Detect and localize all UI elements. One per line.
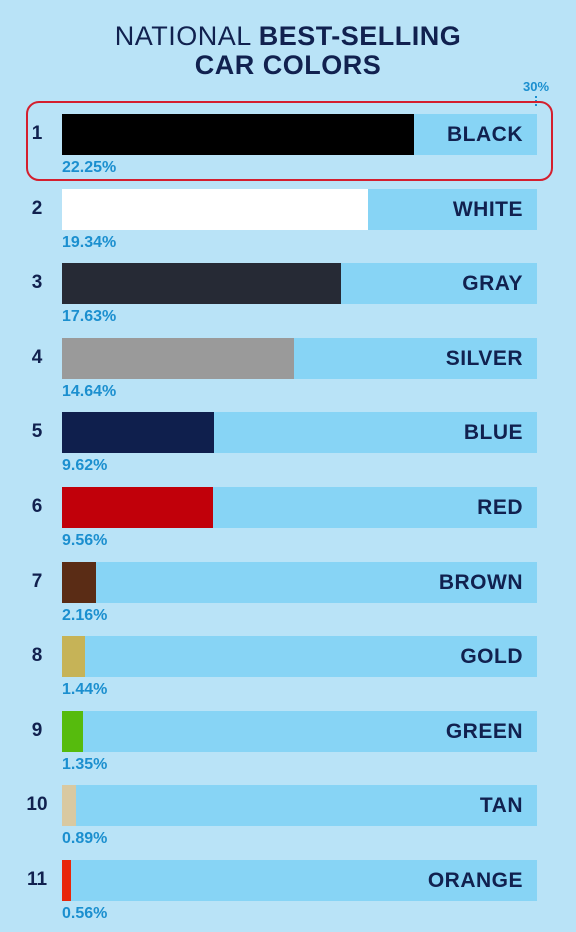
percent-label: 0.56%	[62, 905, 108, 922]
rank-number: 2	[31, 198, 43, 219]
rank-number: 1	[31, 123, 43, 144]
color-name-label: BLACK	[447, 123, 523, 146]
bar-row: 8 GOLD 1.44%	[0, 636, 576, 708]
axis-max-label: 30%	[522, 79, 550, 94]
bar-row: 5 BLUE 9.62%	[0, 412, 576, 484]
percent-label: 17.63%	[62, 308, 117, 325]
bar-row: 4 SILVER 14.64%	[0, 338, 576, 410]
bar-fill	[62, 338, 294, 379]
color-name-label: GRAY	[462, 272, 523, 295]
bar-fill	[62, 636, 85, 677]
rank-number: 3	[31, 272, 43, 293]
rank-number: 10	[26, 794, 48, 815]
bar-fill	[62, 114, 415, 155]
color-name-label: GOLD	[460, 645, 523, 668]
title-light-text: NATIONAL	[114, 21, 251, 51]
rank-number: 5	[31, 421, 43, 442]
bar-row: 1 BLACK 22.25%	[0, 114, 576, 186]
bar-fill	[62, 785, 77, 826]
title-bold-text: BEST-SELLING	[258, 21, 462, 51]
bar-row: 6 RED 9.56%	[0, 487, 576, 559]
bar-track: SILVER	[62, 338, 537, 379]
bar-row: 7 BROWN 2.16%	[0, 562, 576, 634]
rank-number: 7	[31, 571, 43, 592]
bar-track: BLUE	[62, 412, 537, 453]
color-name-label: WHITE	[452, 198, 523, 221]
bar-fill	[62, 487, 214, 528]
percent-label: 2.16%	[62, 607, 108, 624]
color-name-label: GREEN	[445, 720, 523, 743]
bar-track: ORANGE	[62, 860, 537, 901]
title-line-2: CAR COLORS	[194, 50, 382, 80]
percent-label: 0.89%	[62, 830, 108, 847]
bar-track: TAN	[62, 785, 537, 826]
highlight-frame	[26, 101, 553, 181]
bar-track: GRAY	[62, 263, 537, 304]
percent-label: 1.35%	[62, 756, 108, 773]
bar-track: BLACK	[62, 114, 537, 155]
bar-fill	[62, 860, 71, 901]
percent-label: 22.25%	[62, 159, 117, 176]
bar-row: 2 WHITE 19.34%	[0, 189, 576, 261]
bar-row: 10 TAN 0.89%	[0, 785, 576, 857]
bar-fill	[62, 711, 84, 752]
bar-row: 11 ORANGE 0.56%	[0, 860, 576, 932]
bar-fill	[62, 412, 215, 453]
percent-label: 19.34%	[62, 234, 117, 251]
rank-number: 6	[31, 496, 43, 517]
rank-number: 8	[31, 645, 43, 666]
bar-row: 3 GRAY 17.63%	[0, 263, 576, 335]
percent-label: 14.64%	[62, 383, 117, 400]
bar-track: RED	[62, 487, 537, 528]
color-name-label: BLUE	[463, 421, 523, 444]
color-name-label: RED	[477, 496, 523, 519]
bar-row: 9 GREEN 1.35%	[0, 711, 576, 783]
bar-track: WHITE	[62, 189, 537, 230]
color-name-label: TAN	[479, 794, 523, 817]
bar-track: GOLD	[62, 636, 537, 677]
bar-track: BROWN	[62, 562, 537, 603]
rank-number: 11	[26, 869, 48, 890]
bar-fill	[62, 562, 97, 603]
percent-label: 1.44%	[62, 681, 108, 698]
title-line-1: NATIONAL BEST-SELLING	[0, 22, 576, 51]
percent-label: 9.62%	[62, 457, 108, 474]
color-name-label: BROWN	[438, 571, 523, 594]
color-name-label: SILVER	[445, 347, 523, 370]
chart-title: NATIONAL BEST-SELLING CAR COLORS	[0, 22, 576, 80]
rank-number: 4	[31, 347, 43, 368]
bar-track: GREEN	[62, 711, 537, 752]
bar-fill	[62, 263, 342, 304]
rank-number: 9	[31, 720, 43, 741]
color-name-label: ORANGE	[427, 869, 523, 892]
bar-fill	[62, 189, 369, 230]
percent-label: 9.56%	[62, 532, 108, 549]
